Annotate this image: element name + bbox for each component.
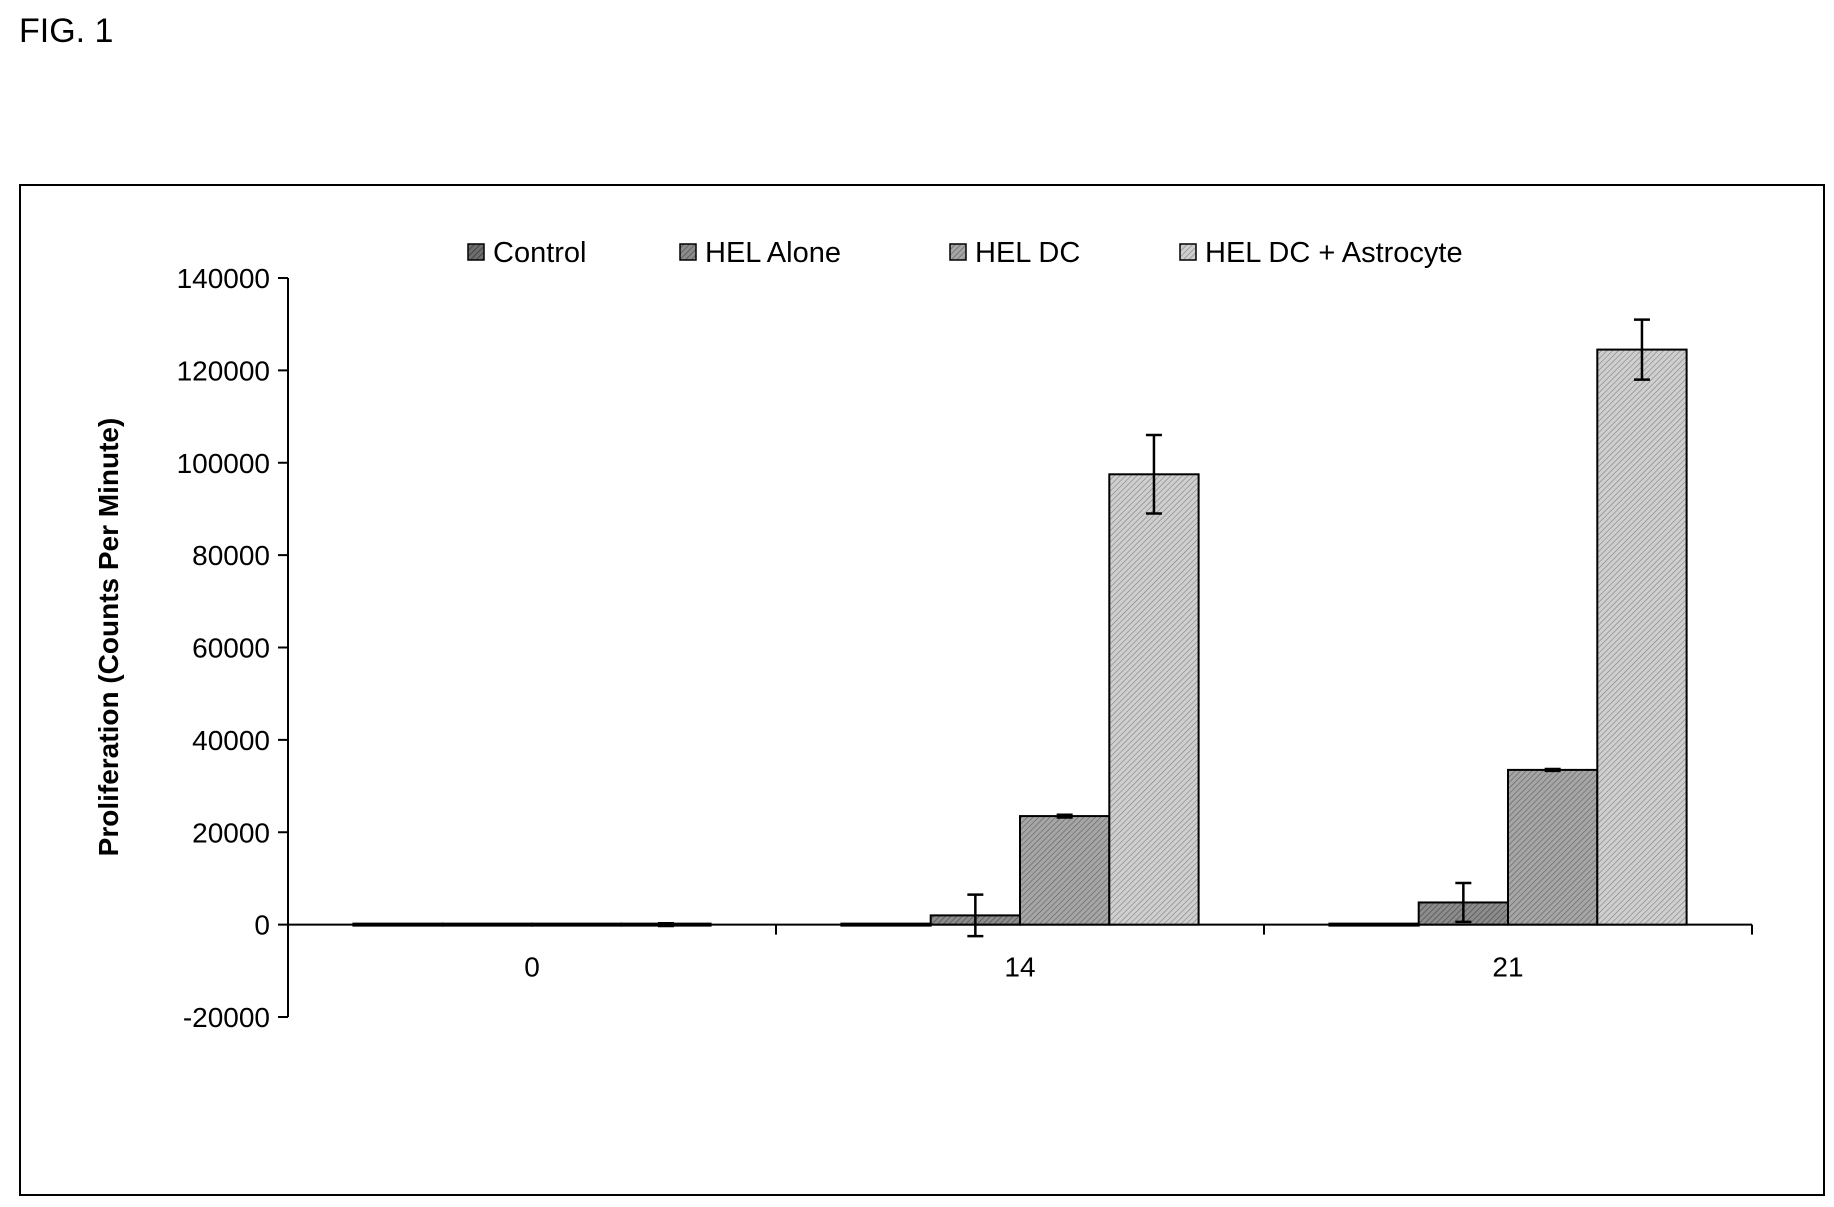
chart-frame [19,184,1825,1196]
legend-swatch [679,243,697,261]
legend-swatch [1179,243,1197,261]
legend: Control HEL Alone HEL DC HEL DC + Astrocyte [467,237,1463,269]
y-tick-label: 20000 [192,817,270,848]
y-axis-label: Proliferation (Counts Per Minute) [93,418,124,857]
y-tick-label: 40000 [192,725,270,756]
x-tick-label: 0 [524,952,540,983]
bar-hel-dc-day-14 [1019,815,1111,926]
bar-hel-dc-astrocyte-day-14 [1108,473,1200,926]
y-tick-label: 120000 [177,355,270,386]
bar-hel-dc-day-0 [531,922,623,927]
legend-swatch [949,243,967,261]
bar-hel-dc-astrocyte-day-21 [1596,348,1688,926]
legend-label: HEL Alone [705,237,841,269]
figure-label: FIG. 1 [19,12,114,50]
legend-label: HEL DC + Astrocyte [1205,237,1463,269]
bar-control-day-0 [352,922,444,927]
bar-control-day-21 [1328,922,1420,927]
bar-control-day-14 [840,922,932,927]
y-tick-label: 140000 [177,263,270,294]
error-bars [657,318,1650,938]
y-tick-label: 100000 [177,448,270,479]
x-tick-label: 21 [1492,952,1523,983]
legend-label: Control [493,237,587,269]
bars [352,348,1688,927]
y-tick-label: -20000 [183,1002,270,1033]
bar-hel-alone-day-0 [441,922,534,927]
legend-swatch [467,243,485,261]
x-tick-label: 14 [1004,952,1035,983]
y-tick-label: 60000 [192,633,270,664]
y-axis: -20000 0 20000 40000 60000 80000 100000 120000 1… [177,263,289,1033]
legend-label: HEL DC [975,237,1080,269]
y-tick-label: 0 [254,910,270,941]
y-tick-label: 80000 [192,540,270,571]
bar-hel-dc-day-21 [1507,768,1599,926]
